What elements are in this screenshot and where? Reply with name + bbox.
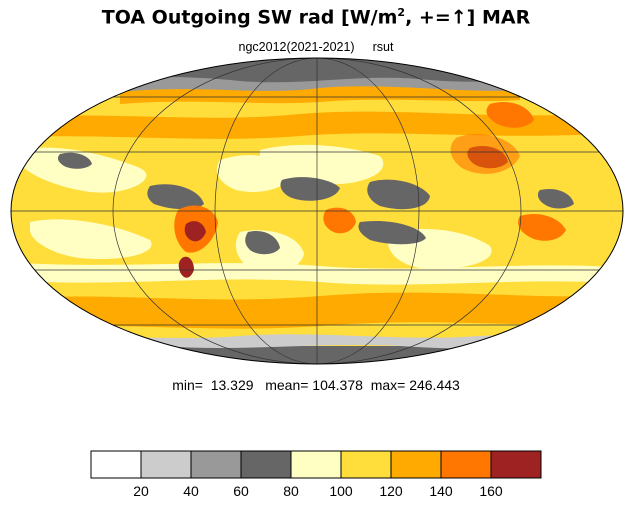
- colorbar-tick-label: 100: [329, 483, 353, 499]
- colorbar-box: [340, 450, 392, 479]
- globe-outline: [10, 57, 624, 365]
- sahara-gray: [280, 177, 340, 201]
- max-value: 246.443: [409, 377, 460, 393]
- colorbar-box: [140, 450, 192, 479]
- arctic-orange: [120, 86, 520, 104]
- amazon-core: [184, 221, 206, 242]
- colorbar-box: [90, 450, 142, 479]
- colorbar-tick-label: 120: [379, 483, 403, 499]
- subtitle-variable: rsut: [372, 40, 394, 54]
- west-pacific-gray: [537, 188, 574, 209]
- north-polar-pale: [11, 70, 623, 96]
- stats-line: min= 13.329 mean= 104.378 max= 246.443: [0, 377, 632, 393]
- north-pacific-pale: [20, 147, 147, 193]
- south-pacific-pale: [30, 219, 152, 260]
- south-indian-gray: [358, 220, 426, 245]
- mean-label: mean=: [265, 377, 309, 393]
- southern-band-orange: [11, 292, 623, 329]
- indonesia-orange: [518, 213, 566, 241]
- colorbar-box: [440, 450, 492, 479]
- subtitle-case: ngc2012(2021-2021): [238, 40, 355, 54]
- title-superscript: 2: [397, 6, 406, 19]
- max-label: max=: [370, 377, 406, 393]
- east-pacific-gray: [147, 184, 204, 210]
- title-prefix: TOA Outgoing SW rad [W/m: [101, 6, 398, 29]
- colorbar-tick-label: 20: [133, 483, 149, 499]
- tibet-orange: [450, 134, 520, 174]
- title-middle: , +=: [405, 6, 451, 29]
- colorbar-box: [390, 450, 442, 479]
- siberia-orange: [486, 101, 534, 128]
- mean-value: 104.378: [312, 377, 363, 393]
- colorbar-box: [190, 450, 242, 479]
- title-suffix: ] MAR: [466, 6, 531, 29]
- south-atlantic-gray: [245, 230, 280, 255]
- meridian-ellipse: [214, 58, 420, 364]
- andes-red: [178, 256, 194, 278]
- colorbar-box: [290, 450, 342, 479]
- arabia-gray: [367, 179, 430, 210]
- up-arrow-icon: ↑: [450, 6, 467, 29]
- southern-band-pale: [11, 262, 623, 285]
- colorbar-box: [240, 450, 292, 479]
- plot-title: TOA Outgoing SW rad [W/m2, +=↑] MAR: [0, 6, 632, 28]
- colorbar-tick-label: 140: [429, 483, 453, 499]
- north-pacific-gray: [57, 152, 92, 169]
- meridian-ellipse: [112, 58, 522, 364]
- plot-subtitle: ngc2012(2021-2021) rsut: [0, 40, 632, 54]
- colorbar-tick-label: 40: [183, 483, 199, 499]
- congo-red: [323, 207, 356, 234]
- colorbar-box: [490, 450, 542, 479]
- colorbar-tick-label: 80: [283, 483, 299, 499]
- colorbar-tick-label: 160: [479, 483, 503, 499]
- min-value: 13.329: [210, 377, 254, 393]
- min-label: min=: [172, 377, 203, 393]
- colorbar-tick-label: 60: [233, 483, 249, 499]
- northern-band-orange: [11, 111, 623, 139]
- north-africa-pale: [260, 144, 384, 184]
